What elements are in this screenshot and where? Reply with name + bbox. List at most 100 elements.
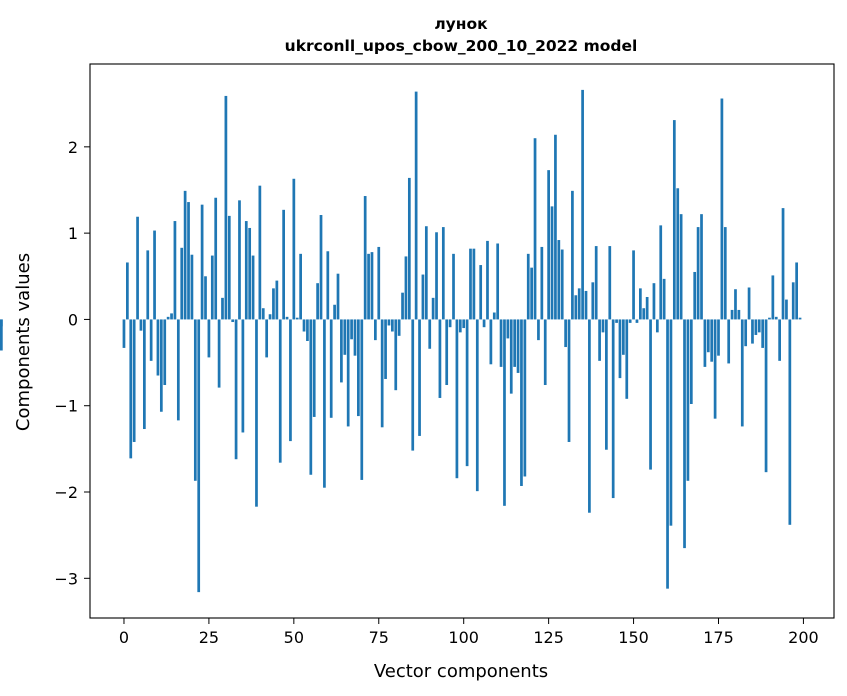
bar-78 [387,319,391,326]
bar-45 [275,280,279,320]
bar-93 [438,319,442,398]
bar-65 [343,319,347,355]
bar-85 [411,319,415,451]
bar-39 [255,319,258,507]
bar-95 [445,319,449,386]
bar-75 [377,246,381,320]
bar-118 [523,319,527,477]
bar-137 [588,319,591,513]
bar-94 [441,227,445,320]
bar-22 [197,319,201,593]
bar-113 [506,319,510,339]
bar-185 [751,319,754,344]
bar-155 [649,319,652,470]
bar-147 [622,319,625,355]
x-tick-label: 150 [618,628,649,647]
bar-168 [693,271,697,320]
x-tick-label: 100 [448,628,479,647]
y-tick-label: 0 [68,310,78,329]
bar-58 [319,215,323,320]
bar-141 [601,319,605,333]
bar-136 [584,290,588,320]
bar-76 [380,319,384,428]
bar-16 [176,319,180,421]
bar-127 [554,134,557,320]
bar-37 [248,227,252,320]
bar-38 [251,255,255,320]
bar-77 [384,319,387,379]
bar-158 [659,225,663,320]
bar-26 [210,255,214,320]
bar-69 [357,319,360,417]
bar-199 [798,317,802,320]
bar-129 [560,249,564,320]
bar-18 [183,190,187,320]
bar-0 [122,319,126,348]
bar-68 [353,319,357,356]
bar-132 [571,190,574,320]
bar-156 [652,283,656,320]
bar-67 [350,319,353,340]
bar-142 [605,319,608,450]
bar-174 [713,319,717,419]
bar-19 [187,202,190,320]
bar-111 [499,319,503,367]
y-tick-label: −1 [54,397,78,416]
bar-21 [193,319,197,481]
bar-146 [618,319,622,379]
bar-87 [418,319,421,436]
bar-134 [577,288,581,320]
bar-109 [492,312,496,320]
bar-178 [727,319,731,364]
bar-104 [475,319,479,492]
bar-192 [774,316,778,320]
bar-145 [615,319,618,323]
bar-90 [428,319,432,349]
bar-163 [676,188,680,320]
bars-group [0,89,802,593]
bar-97 [452,253,455,320]
bar-83 [404,256,408,320]
bar-143 [608,246,612,320]
bar-123 [540,246,544,320]
bar-191 [771,275,775,320]
y-tick-label: 1 [68,224,78,243]
bar-88 [421,274,425,320]
bar-42 [265,319,269,358]
bar-49 [289,319,292,442]
bar-1 [126,262,129,320]
y-tick-label: −3 [54,569,78,588]
bar-164 [679,214,683,320]
y-axis-ticks: −3 −2 −1 0 1 2 [54,138,90,588]
bar-154 [645,296,649,320]
bar-149 [628,319,632,323]
bar-30 [224,95,228,320]
bar-166 [686,319,690,481]
bar-62 [333,304,336,320]
bar-8 [149,319,153,361]
bar-148 [625,319,629,399]
bar-190 [768,317,771,320]
bar-31 [227,215,231,320]
bar-72 [367,253,370,320]
bar-74 [374,319,377,341]
bar-101 [465,319,469,467]
bar-96 [448,319,452,328]
bar-198 [795,262,798,320]
bar-81 [397,319,401,336]
bar-46 [278,319,282,463]
bar-175 [717,319,720,356]
bar-59 [323,319,326,488]
bar-11 [159,319,163,412]
x-tick-label: 200 [788,628,819,647]
bar-47 [282,209,285,320]
bar-105 [479,265,483,320]
bar-55 [309,319,313,475]
bar-117 [520,319,523,486]
bar-9 [153,230,156,320]
bar-66 [346,319,350,427]
bar-5 [139,319,143,331]
bar-12 [163,319,167,386]
bar-99 [458,319,462,333]
